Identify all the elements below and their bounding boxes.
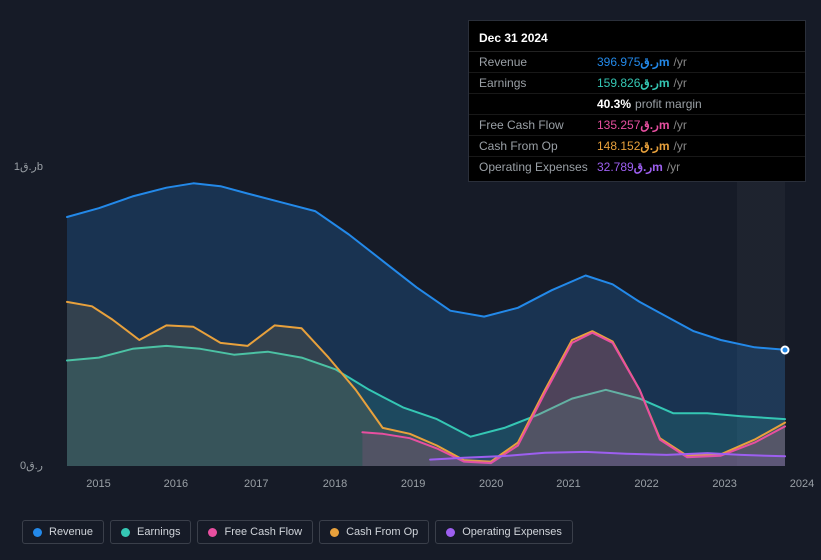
tooltip-row-spacer — [479, 97, 597, 111]
tooltip-row-value: 159.826ر.قm — [597, 76, 670, 90]
legend: Revenue Earnings Free Cash Flow Cash From O… — [22, 520, 573, 544]
x-tick: 2021 — [556, 478, 580, 490]
tooltip-row-label: Free Cash Flow — [479, 118, 597, 132]
legend-swatch — [330, 528, 339, 537]
tooltip-sub-value: 40.3% — [597, 97, 631, 111]
legend-swatch — [33, 528, 42, 537]
chart-plot-area[interactable] — [47, 173, 805, 473]
tooltip-row-label: Revenue — [479, 55, 597, 69]
x-tick: 2023 — [712, 478, 736, 490]
legend-item-fcf[interactable]: Free Cash Flow — [197, 520, 313, 544]
tooltip-rows: Revenue396.975ر.قm/yrEarnings159.826ر.قm… — [469, 52, 805, 177]
x-tick: 2015 — [86, 478, 110, 490]
tooltip-row: Operating Expenses32.789ر.قm/yr — [469, 157, 805, 177]
tooltip-date: Dec 31 2024 — [469, 25, 805, 52]
legend-item-revenue[interactable]: Revenue — [22, 520, 104, 544]
tooltip-row: Earnings159.826ر.قm/yr — [469, 73, 805, 94]
tooltip-row-suffix: /yr — [674, 76, 687, 90]
tooltip-row: 40.3% profit margin — [469, 94, 805, 115]
legend-label: Operating Expenses — [462, 526, 562, 538]
tooltip-row-suffix: /yr — [674, 139, 687, 153]
x-tick: 2024 — [790, 478, 814, 490]
tooltip-row: Free Cash Flow135.257ر.قm/yr — [469, 115, 805, 136]
legend-swatch — [208, 528, 217, 537]
legend-item-earnings[interactable]: Earnings — [110, 520, 191, 544]
chart-svg — [47, 173, 805, 473]
tooltip-row-suffix: /yr — [667, 160, 680, 174]
y-axis-top-label: ر.ق1b — [14, 160, 43, 173]
tooltip-row-label: Cash From Op — [479, 139, 597, 153]
x-tick: 2020 — [479, 478, 503, 490]
legend-label: Revenue — [49, 526, 93, 538]
legend-label: Cash From Op — [346, 526, 418, 538]
series-end-marker — [781, 345, 790, 354]
tooltip-row-suffix: /yr — [674, 55, 687, 69]
x-tick: 2022 — [634, 478, 658, 490]
legend-label: Free Cash Flow — [224, 526, 302, 538]
tooltip-row-suffix: /yr — [674, 118, 687, 132]
legend-item-cfo[interactable]: Cash From Op — [319, 520, 429, 544]
x-tick: 2019 — [401, 478, 425, 490]
legend-swatch — [121, 528, 130, 537]
tooltip-row-value: 148.152ر.قm — [597, 139, 670, 153]
legend-swatch — [446, 528, 455, 537]
tooltip-row: Cash From Op148.152ر.قm/yr — [469, 136, 805, 157]
tooltip-row-value: 32.789ر.قm — [597, 160, 663, 174]
x-axis: 2015201620172018201920202021202220232024 — [47, 478, 805, 498]
tooltip-row-label: Earnings — [479, 76, 597, 90]
x-tick: 2017 — [244, 478, 268, 490]
x-tick: 2016 — [164, 478, 188, 490]
tooltip-card: Dec 31 2024 Revenue396.975ر.قm/yrEarning… — [468, 20, 806, 182]
tooltip-row: Revenue396.975ر.قm/yr — [469, 52, 805, 73]
legend-item-opex[interactable]: Operating Expenses — [435, 520, 573, 544]
tooltip-row-value: 135.257ر.قm — [597, 118, 670, 132]
tooltip-sub-text: profit margin — [635, 97, 702, 111]
tooltip-row-label: Operating Expenses — [479, 160, 597, 174]
x-tick: 2018 — [323, 478, 347, 490]
legend-label: Earnings — [137, 526, 180, 538]
y-axis-bottom-label: ر.ق0 — [20, 459, 43, 472]
tooltip-row-value: 396.975ر.قm — [597, 55, 670, 69]
